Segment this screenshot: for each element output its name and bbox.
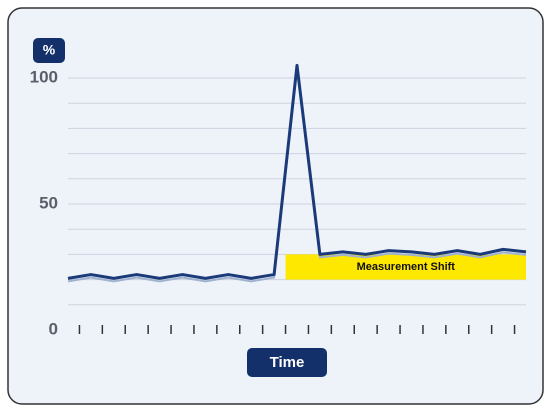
y-badge: %	[43, 42, 56, 58]
y-badge-bg	[33, 38, 65, 63]
line	[67, 63, 527, 280]
band-label: Measurement Shift	[357, 261, 456, 273]
x-badge-bg	[247, 348, 327, 377]
y-tick-label: 0	[49, 319, 58, 338]
x-badge: Time	[270, 354, 305, 371]
shift-band	[285, 254, 526, 280]
y-tick-label: 50	[39, 193, 58, 212]
y-tick-label: 100	[30, 67, 58, 86]
card	[7, 7, 544, 405]
